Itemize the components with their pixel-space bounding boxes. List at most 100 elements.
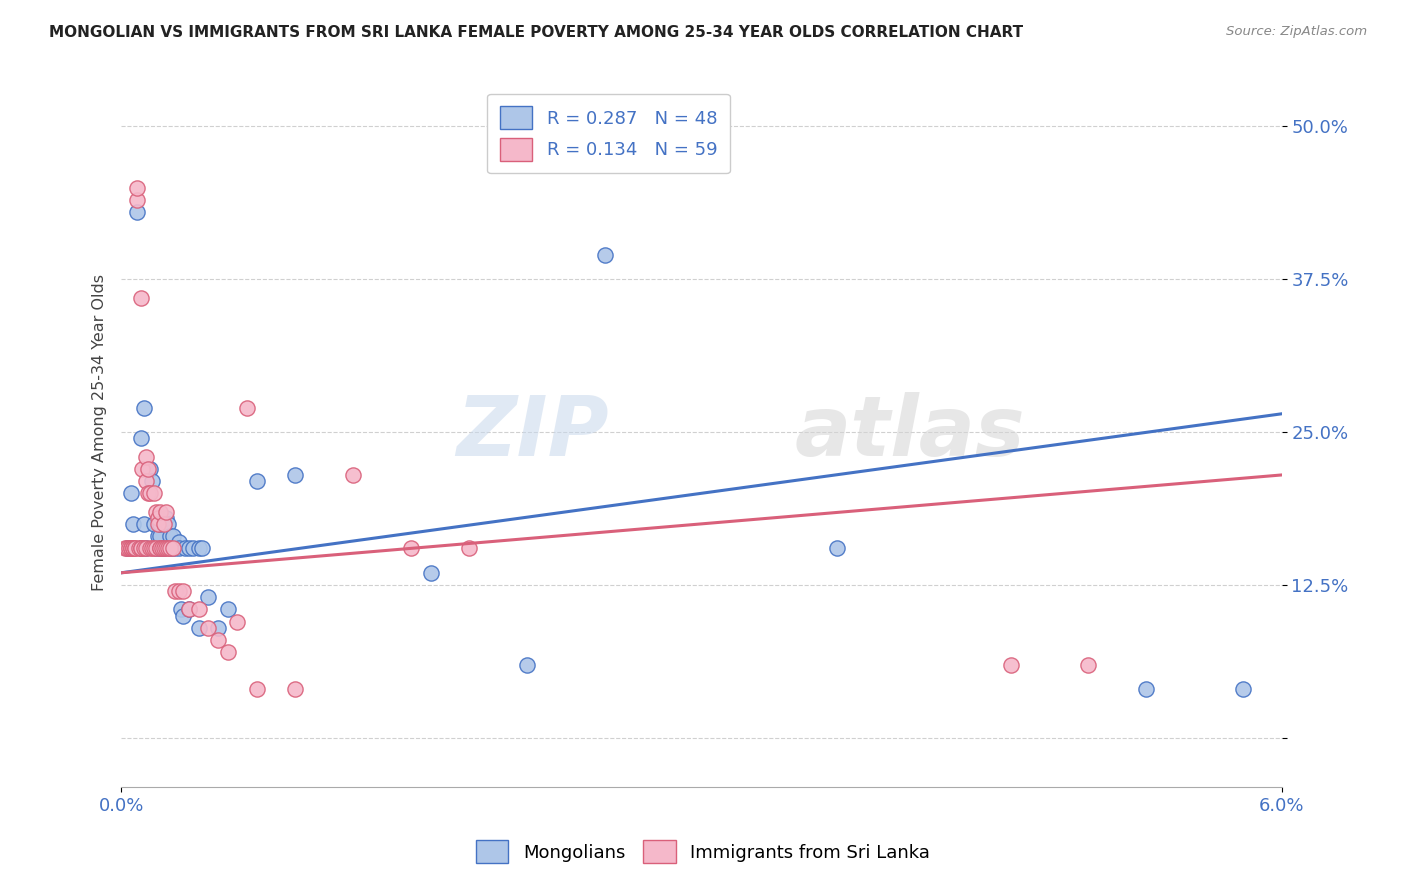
Text: ZIP: ZIP xyxy=(456,392,609,473)
Point xyxy=(159,529,181,543)
Point xyxy=(162,529,184,543)
Point xyxy=(159,541,181,556)
Point xyxy=(134,541,156,556)
Point xyxy=(124,541,146,556)
Point xyxy=(152,541,174,556)
Point xyxy=(120,486,142,500)
Point xyxy=(128,541,150,556)
Point xyxy=(155,541,177,556)
Point xyxy=(419,566,441,580)
Point xyxy=(146,510,169,524)
Point xyxy=(1000,657,1022,672)
Point xyxy=(141,541,163,556)
Point xyxy=(146,529,169,543)
Point xyxy=(143,486,166,500)
Point xyxy=(149,541,172,556)
Point xyxy=(136,462,159,476)
Point xyxy=(125,205,148,219)
Point xyxy=(150,541,173,556)
Point xyxy=(134,516,156,531)
Point xyxy=(1077,657,1099,672)
Point xyxy=(593,248,616,262)
Point xyxy=(207,633,229,648)
Point xyxy=(155,505,177,519)
Point xyxy=(191,541,214,556)
Point xyxy=(155,510,177,524)
Point xyxy=(246,474,269,488)
Point xyxy=(141,474,163,488)
Point xyxy=(129,541,152,556)
Point xyxy=(129,291,152,305)
Point xyxy=(135,474,157,488)
Point xyxy=(181,541,204,556)
Legend: Mongolians, Immigrants from Sri Lanka: Mongolians, Immigrants from Sri Lanka xyxy=(467,831,939,872)
Point xyxy=(143,541,166,556)
Point xyxy=(167,584,190,599)
Point xyxy=(172,584,194,599)
Point xyxy=(134,401,156,415)
Point xyxy=(145,541,167,556)
Point xyxy=(401,541,423,556)
Point xyxy=(135,450,157,464)
Point xyxy=(165,541,187,556)
Point xyxy=(129,431,152,445)
Point xyxy=(139,486,162,500)
Point xyxy=(174,541,197,556)
Point xyxy=(149,541,172,556)
Point xyxy=(135,541,157,556)
Point xyxy=(135,541,157,556)
Point xyxy=(145,541,167,556)
Point xyxy=(177,541,200,556)
Point xyxy=(1135,681,1157,696)
Point xyxy=(139,541,162,556)
Point xyxy=(131,462,153,476)
Point xyxy=(121,541,143,556)
Text: MONGOLIAN VS IMMIGRANTS FROM SRI LANKA FEMALE POVERTY AMONG 25-34 YEAR OLDS CORR: MONGOLIAN VS IMMIGRANTS FROM SRI LANKA F… xyxy=(49,25,1024,40)
Point xyxy=(217,602,239,616)
Point xyxy=(114,541,136,556)
Point xyxy=(167,535,190,549)
Text: Source: ZipAtlas.com: Source: ZipAtlas.com xyxy=(1226,25,1367,38)
Point xyxy=(121,516,143,531)
Point xyxy=(177,602,200,616)
Point xyxy=(825,541,848,556)
Y-axis label: Female Poverty Among 25-34 Year Olds: Female Poverty Among 25-34 Year Olds xyxy=(93,274,107,591)
Point xyxy=(136,486,159,500)
Point xyxy=(129,541,152,556)
Point xyxy=(139,462,162,476)
Point xyxy=(207,621,229,635)
Point xyxy=(217,645,239,659)
Legend: R = 0.287   N = 48, R = 0.134   N = 59: R = 0.287 N = 48, R = 0.134 N = 59 xyxy=(488,94,730,173)
Point xyxy=(120,541,142,556)
Point xyxy=(121,541,143,556)
Point xyxy=(125,193,148,207)
Point xyxy=(145,505,167,519)
Point xyxy=(162,541,184,556)
Point xyxy=(458,541,481,556)
Point xyxy=(152,541,174,556)
Point xyxy=(187,602,209,616)
Point xyxy=(177,602,200,616)
Point xyxy=(115,541,138,556)
Point xyxy=(143,516,166,531)
Point xyxy=(156,541,179,556)
Point xyxy=(152,516,174,531)
Point xyxy=(125,180,148,194)
Text: atlas: atlas xyxy=(794,392,1025,473)
Point xyxy=(284,467,307,482)
Point xyxy=(187,621,209,635)
Point xyxy=(159,541,181,556)
Point xyxy=(115,541,138,556)
Point xyxy=(129,541,152,556)
Point xyxy=(124,541,146,556)
Point xyxy=(1232,681,1254,696)
Point xyxy=(149,529,172,543)
Point xyxy=(226,615,249,629)
Point xyxy=(236,401,259,415)
Point xyxy=(149,505,172,519)
Point xyxy=(284,681,307,696)
Point xyxy=(172,608,194,623)
Point xyxy=(150,541,173,556)
Point xyxy=(160,541,183,556)
Point xyxy=(149,541,172,556)
